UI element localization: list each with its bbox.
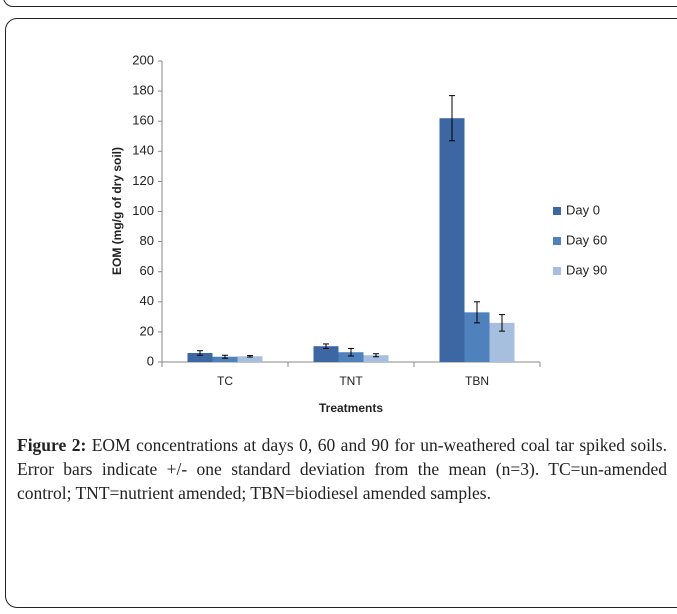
figure-frame — [5, 18, 677, 608]
y-tick-label: 80 — [140, 233, 154, 248]
y-tick-label: 200 — [132, 52, 154, 67]
error-bar — [222, 354, 228, 359]
caption-text: EOM concentrations at days 0, 60 and 90 … — [17, 435, 667, 503]
caption-label: Figure 2: — [17, 435, 87, 455]
y-tick-label: 180 — [132, 83, 154, 98]
error-bar — [323, 343, 329, 349]
bar — [338, 352, 364, 362]
y-axis-title: EOM (mg/g of dry soil) — [110, 147, 124, 275]
error-bar — [247, 355, 253, 358]
error-bar — [348, 347, 354, 357]
legend-swatch — [553, 267, 561, 275]
legend-label: Day 60 — [566, 232, 607, 247]
y-tick-label: 40 — [140, 293, 154, 308]
error-bar — [474, 301, 480, 324]
y-tick-label: 100 — [132, 203, 154, 218]
bar — [439, 118, 465, 362]
chart: EOM (mg/g of dry soil) Treatments 0 20 40 6… — [110, 52, 607, 415]
x-tick-label: TBN — [465, 374, 489, 388]
x-axis-title: Treatments — [319, 401, 383, 415]
y-tick-label: 140 — [132, 143, 154, 158]
error-bar — [373, 353, 379, 358]
bar — [212, 356, 238, 362]
y-tick-label: 60 — [140, 263, 154, 278]
y-tick-label: 120 — [132, 173, 154, 188]
bar — [313, 346, 339, 362]
legend-swatch — [553, 237, 561, 245]
error-bar — [449, 95, 455, 142]
y-tick-label: 0 — [147, 353, 154, 368]
bar — [363, 355, 389, 362]
legend-label: Day 90 — [566, 262, 607, 277]
x-tick-label: TNT — [339, 374, 363, 388]
y-tick-label: 20 — [140, 323, 154, 338]
legend-swatch — [553, 207, 561, 215]
x-tick-label: TC — [217, 374, 233, 388]
error-bar — [499, 314, 505, 332]
bar — [237, 356, 263, 362]
y-tick-label: 160 — [132, 113, 154, 128]
legend-label: Day 0 — [566, 202, 600, 217]
bar — [187, 352, 213, 362]
error-bar — [197, 350, 203, 356]
caption: Figure 2: EOM concentrations at days 0, … — [17, 433, 667, 505]
